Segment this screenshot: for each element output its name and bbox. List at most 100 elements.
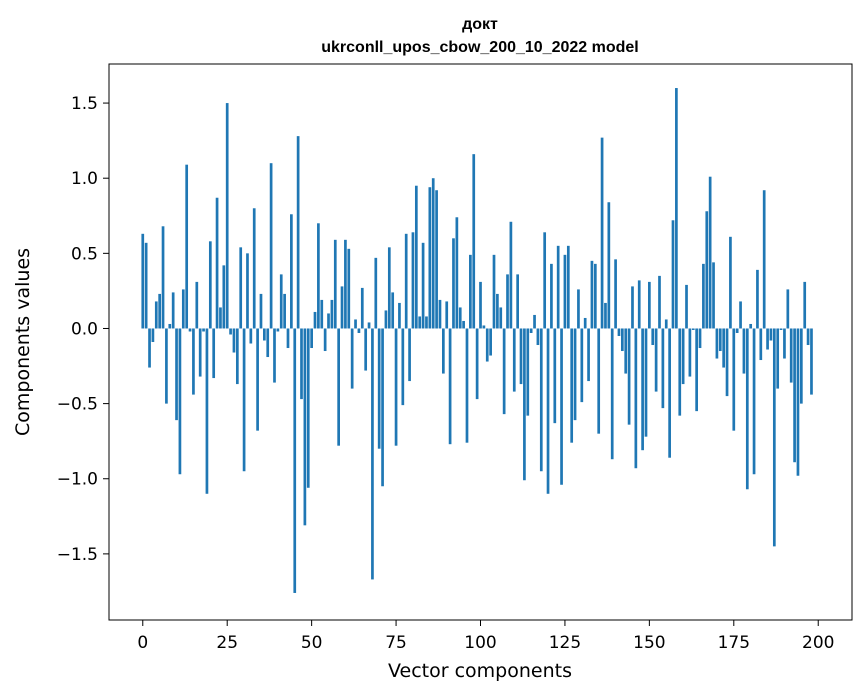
bar (235, 328, 239, 385)
bar (539, 328, 543, 472)
bar (175, 328, 178, 421)
bar (793, 328, 796, 463)
bar (273, 328, 276, 383)
bar (208, 241, 212, 329)
bar (698, 328, 702, 349)
bar (627, 328, 631, 425)
bar (492, 254, 496, 329)
bar (205, 328, 209, 494)
bar (333, 239, 337, 329)
bar (431, 178, 435, 329)
bar (411, 232, 415, 329)
bar (526, 328, 530, 416)
bar (651, 328, 655, 346)
bar (154, 301, 158, 329)
bar (414, 185, 418, 329)
bar (502, 328, 506, 415)
y-axis-ticks: −1.5 −1.0 −0.5 0.0 0.5 1.0 1.5 (57, 94, 109, 565)
bar (509, 221, 513, 329)
bar (600, 137, 604, 329)
bar (408, 328, 411, 382)
bar (624, 328, 628, 374)
bar (688, 328, 692, 377)
bar (593, 263, 597, 329)
bar (587, 328, 590, 382)
bar (573, 328, 577, 421)
bar (442, 328, 445, 374)
bar (708, 176, 712, 329)
x-tick-label: 150 (633, 633, 665, 653)
bar (418, 316, 422, 329)
bar (681, 328, 685, 385)
bar (597, 328, 601, 434)
bar (374, 257, 378, 329)
bar (198, 328, 202, 377)
bar (232, 328, 236, 353)
bar (239, 247, 243, 329)
bar (675, 88, 678, 329)
bar (658, 275, 661, 329)
bar (151, 328, 155, 342)
bar (259, 293, 263, 329)
bar (482, 325, 486, 329)
bar (320, 299, 324, 329)
bar (637, 280, 641, 329)
bar (725, 328, 729, 397)
bar (566, 245, 570, 329)
bar (648, 281, 651, 329)
bar (556, 245, 560, 329)
bar (293, 328, 297, 593)
x-tick-label: 175 (718, 633, 750, 653)
bar (506, 274, 509, 329)
bar (185, 164, 189, 329)
bar (570, 328, 574, 443)
bar (438, 299, 442, 329)
bar (144, 242, 148, 329)
bar (300, 328, 303, 400)
x-tick-label: 75 (385, 633, 407, 653)
bar (469, 254, 472, 329)
bar (290, 214, 293, 329)
bar (563, 254, 567, 329)
bar (749, 323, 753, 329)
bar (550, 263, 553, 329)
bar (654, 328, 658, 392)
bar (739, 301, 742, 329)
bar (475, 328, 479, 400)
bar (546, 328, 550, 494)
bar (246, 253, 249, 329)
bar (472, 154, 476, 329)
bar (641, 328, 644, 451)
bar (695, 328, 698, 412)
bar (529, 328, 533, 333)
bar (590, 260, 594, 329)
bar (391, 292, 395, 329)
bar (796, 328, 800, 476)
x-tick-label: 50 (301, 633, 323, 653)
bar (806, 328, 810, 346)
bar (810, 328, 813, 395)
bar (178, 328, 182, 475)
bar (752, 328, 756, 475)
bar (745, 328, 749, 490)
bar (428, 187, 432, 329)
bar (360, 287, 364, 329)
bar (678, 328, 682, 416)
bar (729, 236, 732, 329)
bar (354, 319, 357, 329)
bar (685, 284, 688, 329)
bar (543, 232, 547, 329)
bar (340, 286, 344, 329)
bar (225, 103, 229, 329)
bar (769, 328, 773, 341)
bar (742, 328, 746, 374)
bar (786, 289, 790, 329)
bar (401, 328, 405, 406)
bar (634, 328, 638, 469)
bar (779, 328, 783, 330)
bar (766, 328, 769, 350)
bar (148, 328, 151, 368)
bar (394, 328, 398, 446)
chart-subtitle: ukrconll_upos_cbow_200_10_2022 model (321, 39, 638, 56)
